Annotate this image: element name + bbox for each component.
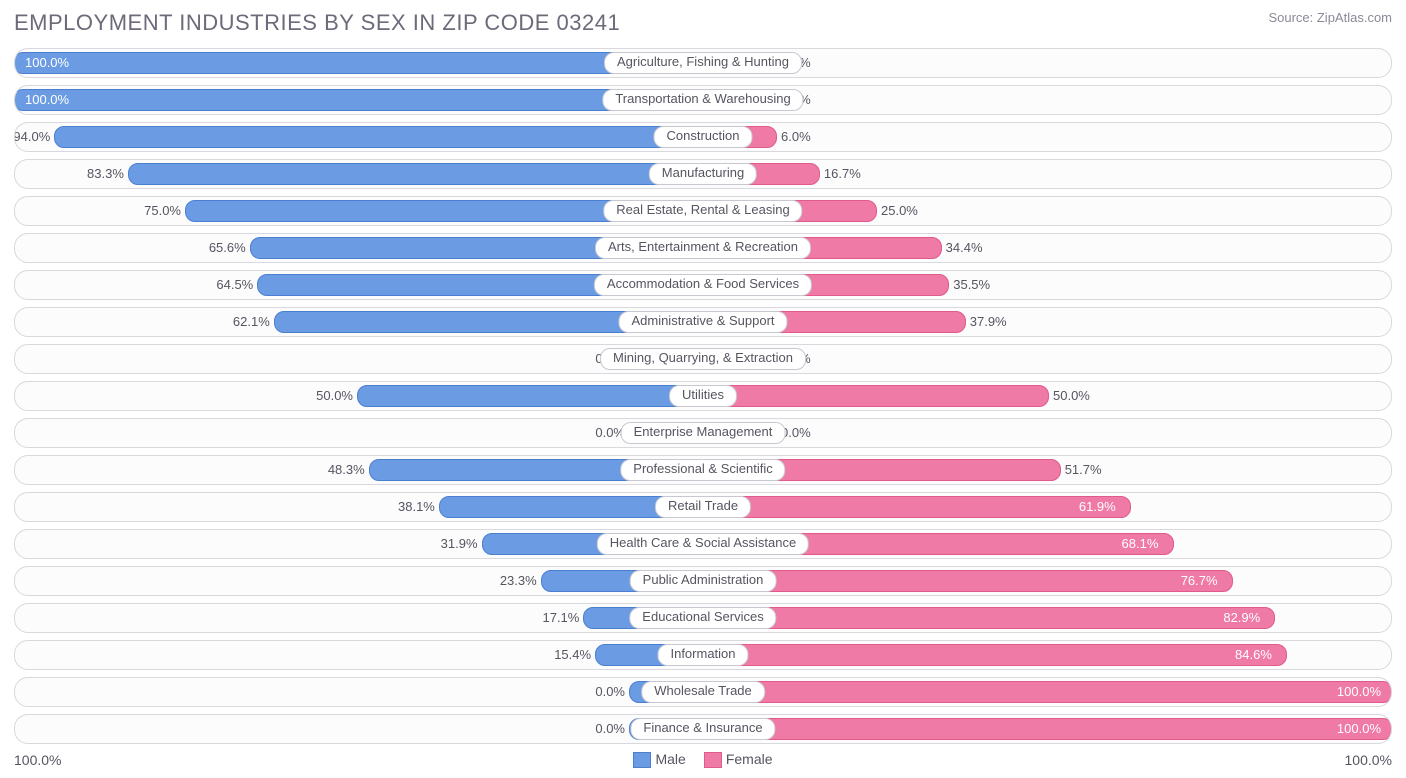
axis-left-label: 100.0%	[14, 752, 61, 768]
chart-row: 0.0% 100.0% Wholesale Trade	[14, 677, 1392, 707]
female-value: 6.0%	[781, 123, 811, 151]
chart-row: 50.0% 50.0% Utilities	[14, 381, 1392, 411]
male-value: 62.1%	[233, 308, 270, 336]
category-label: Transportation & Warehousing	[602, 89, 803, 111]
male-value: 31.9%	[441, 530, 478, 558]
male-value: 65.6%	[209, 234, 246, 262]
female-value: 61.9%	[1079, 493, 1116, 521]
female-value: 37.9%	[970, 308, 1007, 336]
chart-row: 64.5% 35.5% Accommodation & Food Services	[14, 270, 1392, 300]
category-label: Professional & Scientific	[620, 459, 785, 481]
category-label: Accommodation & Food Services	[594, 274, 812, 296]
female-bar	[703, 570, 1233, 592]
male-value: 100.0%	[25, 86, 69, 114]
category-label: Educational Services	[629, 607, 776, 629]
chart-row: 31.9% 68.1% Health Care & Social Assistanc…	[14, 529, 1392, 559]
chart-row: 65.6% 34.4% Arts, Entertainment & Recreati…	[14, 233, 1392, 263]
legend-female-label: Female	[726, 751, 773, 767]
female-swatch-icon	[704, 752, 722, 768]
male-bar	[128, 163, 703, 185]
female-bar	[703, 385, 1049, 407]
male-value: 48.3%	[328, 456, 365, 484]
female-bar	[703, 681, 1392, 703]
category-label: Real Estate, Rental & Leasing	[603, 200, 802, 222]
female-value: 34.4%	[946, 234, 983, 262]
male-value: 23.3%	[500, 567, 537, 595]
male-bar	[357, 385, 703, 407]
diverging-bar-chart: 100.0%0.0%Agriculture, Fishing & Hunting…	[14, 48, 1392, 744]
category-label: Health Care & Social Assistance	[597, 533, 809, 555]
male-value: 38.1%	[398, 493, 435, 521]
female-value: 68.1%	[1122, 530, 1159, 558]
category-label: Information	[657, 644, 748, 666]
chart-row: 83.3% 16.7% Manufacturing	[14, 159, 1392, 189]
category-label: Arts, Entertainment & Recreation	[595, 237, 811, 259]
male-value: 100.0%	[25, 49, 69, 77]
legend-male-label: Male	[655, 751, 685, 767]
male-value: 17.1%	[542, 604, 579, 632]
chart-row: 0.0% 100.0% Finance & Insurance	[14, 714, 1392, 744]
category-label: Public Administration	[630, 570, 777, 592]
male-value: 50.0%	[316, 382, 353, 410]
category-label: Construction	[654, 126, 753, 148]
chart-row: 23.3% 76.7% Public Administration	[14, 566, 1392, 596]
female-value: 76.7%	[1181, 567, 1218, 595]
chart-row: 38.1% 61.9% Retail Trade	[14, 492, 1392, 522]
male-bar	[14, 89, 703, 111]
category-label: Administrative & Support	[618, 311, 787, 333]
male-value: 94.0%	[14, 123, 50, 151]
female-bar	[703, 496, 1131, 518]
female-value: 82.9%	[1223, 604, 1260, 632]
chart-row: 17.1% 82.9% Educational Services	[14, 603, 1392, 633]
category-label: Agriculture, Fishing & Hunting	[604, 52, 802, 74]
female-value: 84.6%	[1235, 641, 1272, 669]
chart-row: 100.0%0.0%Transportation & Warehousing	[14, 85, 1392, 115]
male-value: 83.3%	[87, 160, 124, 188]
female-value: 25.0%	[881, 197, 918, 225]
male-value: 75.0%	[144, 197, 181, 225]
male-value: 0.0%	[595, 678, 625, 706]
male-bar	[54, 126, 703, 148]
male-value: 64.5%	[216, 271, 253, 299]
chart-row: 75.0% 25.0% Real Estate, Rental & Leasing	[14, 196, 1392, 226]
category-label: Wholesale Trade	[641, 681, 765, 703]
male-swatch-icon	[633, 752, 651, 768]
male-value: 0.0%	[595, 715, 625, 743]
legend-female: Female	[704, 751, 773, 768]
female-value: 50.0%	[1053, 382, 1090, 410]
chart-header: EMPLOYMENT INDUSTRIES BY SEX IN ZIP CODE…	[14, 10, 1392, 36]
chart-row: 94.0% 6.0% Construction	[14, 122, 1392, 152]
chart-row: 48.3% 51.7% Professional & Scientific	[14, 455, 1392, 485]
chart-row: 100.0%0.0%Agriculture, Fishing & Hunting	[14, 48, 1392, 78]
chart-row: 0.0%0.0%Mining, Quarrying, & Extraction	[14, 344, 1392, 374]
female-value: 35.5%	[953, 271, 990, 299]
chart-legend: 100.0% Male Female 100.0%	[14, 751, 1392, 768]
male-value: 15.4%	[554, 641, 591, 669]
legend-center: Male Female	[633, 751, 772, 768]
female-value: 0.0%	[781, 419, 811, 447]
chart-title: EMPLOYMENT INDUSTRIES BY SEX IN ZIP CODE…	[14, 10, 620, 36]
chart-row: 15.4% 84.6% Information	[14, 640, 1392, 670]
female-bar	[703, 644, 1287, 666]
category-label: Utilities	[669, 385, 737, 407]
legend-male: Male	[633, 751, 685, 768]
chart-row: 62.1% 37.9% Administrative & Support	[14, 307, 1392, 337]
category-label: Enterprise Management	[621, 422, 786, 444]
category-label: Retail Trade	[655, 496, 751, 518]
female-value: 51.7%	[1065, 456, 1102, 484]
category-label: Finance & Insurance	[630, 718, 775, 740]
chart-source: Source: ZipAtlas.com	[1268, 10, 1392, 25]
chart-row: 0.0%0.0%Enterprise Management	[14, 418, 1392, 448]
female-value: 16.7%	[824, 160, 861, 188]
female-bar	[703, 718, 1392, 740]
axis-right-label: 100.0%	[1345, 752, 1392, 768]
category-label: Manufacturing	[649, 163, 757, 185]
female-value: 100.0%	[1337, 715, 1381, 743]
female-bar	[703, 607, 1275, 629]
category-label: Mining, Quarrying, & Extraction	[600, 348, 806, 370]
female-value: 100.0%	[1337, 678, 1381, 706]
male-bar	[14, 52, 703, 74]
